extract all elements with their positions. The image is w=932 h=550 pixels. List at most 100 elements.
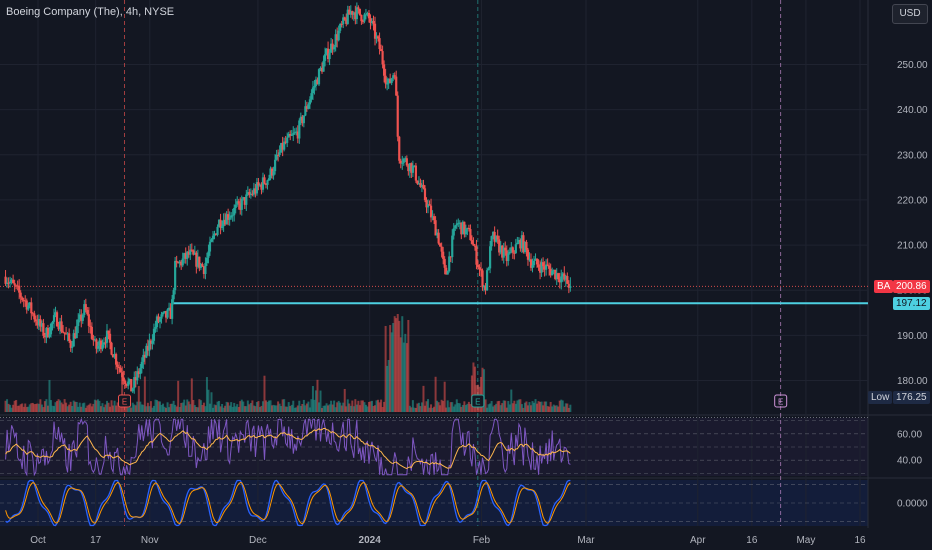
candle-body (287, 134, 290, 138)
volume-bar (551, 406, 554, 412)
candle-body (405, 158, 408, 166)
last-symbol-badge: BA (874, 280, 894, 293)
candle-body (93, 339, 96, 341)
candle-body (507, 253, 510, 261)
candle-body (260, 184, 263, 190)
volume-bar (211, 407, 214, 412)
volume-bar (328, 404, 331, 412)
rsi-tick-label: 40.00 (897, 456, 922, 467)
volume-bar (178, 406, 181, 412)
volume-bar (75, 401, 78, 412)
volume-bar (466, 403, 469, 412)
candle-body (422, 184, 425, 189)
volume-bar (228, 405, 231, 412)
volume-bar (25, 407, 28, 412)
volume-bar (46, 405, 49, 412)
candle-body (496, 235, 499, 240)
earnings-marker-label: E (122, 398, 127, 407)
volume-bar (101, 403, 104, 412)
currency-button[interactable]: USD (892, 4, 928, 24)
candle-body (416, 180, 419, 184)
volume-bar (12, 404, 15, 412)
volume-bar (467, 401, 470, 412)
volume-bar (483, 369, 486, 412)
volume-bar (145, 406, 148, 412)
candle-body (48, 334, 51, 337)
candle-body (52, 315, 56, 322)
candle-body (451, 235, 454, 258)
candle-body (314, 79, 318, 86)
candle-body (89, 325, 92, 327)
candle-body (183, 253, 186, 259)
candle-body (118, 366, 121, 369)
volume-bar (151, 407, 154, 412)
volume-bar (351, 400, 354, 412)
volume-bar (181, 402, 184, 412)
candle-body (560, 276, 563, 283)
volume-bar (63, 399, 66, 412)
volume-bar (196, 407, 199, 412)
candle-body (452, 228, 455, 236)
candle-body (8, 281, 12, 283)
candle-body (545, 264, 548, 270)
volume-bar (172, 400, 175, 412)
x-tick-label: Oct (30, 535, 46, 546)
candle-body (448, 256, 451, 272)
candle-body (455, 223, 458, 226)
volume-bar (340, 405, 343, 412)
candle-body (258, 184, 262, 186)
candle-body (143, 354, 146, 358)
candle-body (261, 177, 265, 190)
low-label-badge: Low (868, 391, 893, 404)
candle-body (164, 310, 168, 318)
candle-body (192, 250, 195, 255)
candle-body (145, 345, 148, 358)
candle-body (413, 165, 416, 167)
volume-bar (230, 402, 233, 412)
volume-bar (507, 401, 510, 412)
candle-body (370, 21, 374, 24)
volume-bar (84, 407, 87, 412)
candle-body (172, 290, 175, 300)
volume-bar (416, 403, 419, 412)
volume-bar (545, 401, 548, 412)
candle-body (233, 207, 236, 216)
x-tick-label: Mar (577, 535, 595, 546)
volume-bar (102, 407, 105, 412)
volume-bar (529, 405, 532, 412)
volume-bar (370, 400, 373, 412)
volume-bar (60, 402, 63, 412)
volume-bar (207, 389, 210, 412)
rsi-fast-line (5, 417, 571, 477)
volume-bar (348, 403, 351, 412)
volume-bar (310, 399, 313, 412)
volume-bar (558, 400, 561, 412)
volume-bar (423, 405, 426, 412)
volume-bar (15, 400, 18, 412)
volume-bar (83, 402, 86, 412)
volume-bar (481, 367, 484, 412)
candle-body (508, 251, 511, 254)
candle-body (286, 137, 289, 143)
volume-bar (363, 402, 366, 412)
volume-bar (539, 401, 542, 412)
candle-body (155, 316, 159, 328)
volume-bar (534, 399, 537, 412)
candle-body (242, 197, 245, 199)
x-tick-label: 16 (854, 535, 866, 546)
candle-body (534, 258, 537, 261)
candle-body (84, 304, 87, 311)
volume-bar (542, 405, 545, 412)
volume-bar (446, 400, 449, 412)
volume-bar (492, 406, 495, 412)
volume-bar (355, 404, 358, 412)
candle-body (248, 192, 251, 195)
volume-bar (201, 405, 204, 412)
candle-body (502, 247, 505, 258)
candle-body (336, 34, 339, 41)
earnings-marker-label: E (475, 398, 480, 407)
volume-bar (174, 404, 177, 412)
candle-body (204, 263, 207, 274)
volume-bar (72, 400, 75, 412)
